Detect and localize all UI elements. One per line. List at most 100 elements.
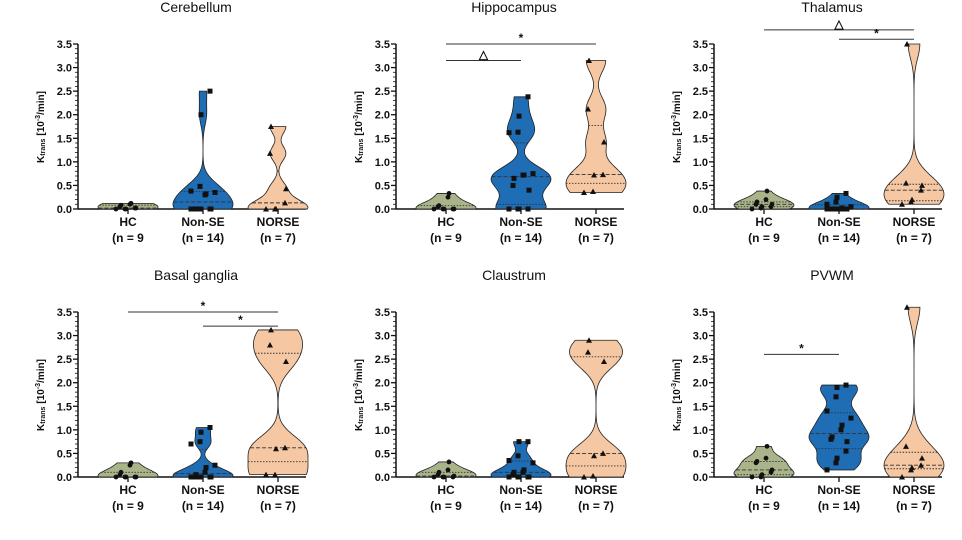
y-axis-label: Ktrans [10-3/min] xyxy=(671,91,683,163)
data-point xyxy=(506,474,512,480)
data-point xyxy=(128,460,134,466)
y-tick-label: 3.5 xyxy=(375,307,390,319)
y-label-unit_end: /min] xyxy=(672,91,683,115)
y-tick-label: 2.0 xyxy=(693,378,708,390)
data-point xyxy=(585,106,591,112)
data-point xyxy=(283,185,289,192)
y-tick-label: 1.0 xyxy=(693,157,708,169)
y-tick-label: 3.0 xyxy=(375,331,390,343)
data-point xyxy=(283,358,289,364)
data-point xyxy=(441,474,447,480)
chart-title: Claustrum xyxy=(482,267,546,283)
data-point xyxy=(769,201,775,207)
group-count-label: (n = 9 xyxy=(430,499,462,513)
y-axis-label: Ktrans [10-3/min] xyxy=(35,91,47,163)
data-point xyxy=(581,474,587,480)
data-point xyxy=(506,130,512,136)
data-point xyxy=(844,439,850,445)
y-tick-label: 0.0 xyxy=(375,204,390,216)
y-tick-label: 0.5 xyxy=(57,180,72,192)
data-point xyxy=(909,464,915,471)
data-point xyxy=(600,171,606,178)
data-point xyxy=(510,182,516,188)
data-point xyxy=(123,206,129,212)
data-point xyxy=(431,474,437,480)
x-tick-label: HC xyxy=(119,215,137,229)
x-tick-label: NORSE xyxy=(893,215,936,229)
panel-claustrum: Claustrum Ktrans [10-3/min] 0.0 0.5 1.0 1.5 2.0… xyxy=(353,267,627,513)
data-point xyxy=(833,460,839,466)
data-point xyxy=(530,171,536,177)
y-tick-label: 2.5 xyxy=(375,354,390,366)
data-point xyxy=(263,471,269,478)
y-label-symbol: K xyxy=(354,423,365,431)
data-point xyxy=(839,422,845,428)
x-tick-label: HC xyxy=(437,215,455,229)
y-tick-label: 2.5 xyxy=(693,354,708,366)
y-label-exponent: -3 xyxy=(353,115,360,121)
data-point xyxy=(754,459,760,464)
violin-norse xyxy=(565,60,627,193)
group-count-label: (n = 14) xyxy=(818,499,860,513)
data-point xyxy=(267,150,273,156)
data-point xyxy=(525,439,531,445)
data-point xyxy=(834,194,840,200)
data-point xyxy=(431,206,437,212)
data-point xyxy=(843,382,849,388)
data-point xyxy=(203,465,209,471)
y-tick-label: 2.5 xyxy=(693,86,708,98)
data-point xyxy=(844,206,850,212)
data-point xyxy=(188,441,194,447)
x-tick-label: Non-SE xyxy=(499,483,542,497)
data-point xyxy=(824,206,830,212)
data-point xyxy=(763,197,769,202)
y-tick-label: 1.0 xyxy=(57,157,72,169)
y-label-symbol: K xyxy=(36,155,47,163)
panel-basal-ganglia: Basal ganglia Ktrans [10-3/min] 0.0 0.5 1.0 1.… xyxy=(35,267,309,513)
data-point xyxy=(188,474,194,480)
data-point xyxy=(118,469,124,475)
violin-non-se xyxy=(490,441,552,478)
y-tick-label: 2.5 xyxy=(57,86,72,98)
group-count-label: (n = 9 xyxy=(430,231,462,245)
y-tick-label: 2.5 xyxy=(57,354,72,366)
violin-hc xyxy=(415,193,477,210)
data-point xyxy=(118,202,124,208)
x-tick-label: NORSE xyxy=(893,483,936,497)
y-label-subscript: trans xyxy=(40,407,47,424)
data-point xyxy=(212,190,218,195)
data-point xyxy=(197,439,203,445)
data-point xyxy=(445,194,451,200)
significance-mark: * xyxy=(201,299,206,313)
significance-mark: * xyxy=(874,26,879,40)
x-tick-label: NORSE xyxy=(257,215,300,229)
group-count-label: (n = 14) xyxy=(500,231,542,245)
data-point xyxy=(436,469,442,475)
data-point xyxy=(591,172,597,178)
chart-title: Cerebellum xyxy=(160,0,232,15)
significance-mark: * xyxy=(519,31,524,45)
data-point xyxy=(521,467,527,473)
data-point xyxy=(585,349,591,355)
data-point xyxy=(203,191,209,197)
y-tick-label: 0.5 xyxy=(693,180,708,192)
data-point xyxy=(525,206,531,212)
y-tick-label: 2.0 xyxy=(375,378,390,390)
y-label-subscript: trans xyxy=(358,139,365,156)
group-count-label: (n = 9 xyxy=(748,499,780,513)
data-point xyxy=(436,203,442,209)
data-point xyxy=(128,200,134,206)
data-point xyxy=(212,462,218,468)
violin-non-se xyxy=(490,96,552,210)
data-point xyxy=(113,474,119,480)
data-point xyxy=(904,304,910,310)
data-point xyxy=(268,326,274,333)
data-point xyxy=(193,206,199,212)
data-point xyxy=(601,139,607,145)
y-label-unit: [10 xyxy=(672,389,683,404)
data-point xyxy=(193,472,199,478)
data-point xyxy=(904,41,910,47)
data-point xyxy=(591,452,597,459)
y-tick-label: 0.5 xyxy=(375,448,390,460)
